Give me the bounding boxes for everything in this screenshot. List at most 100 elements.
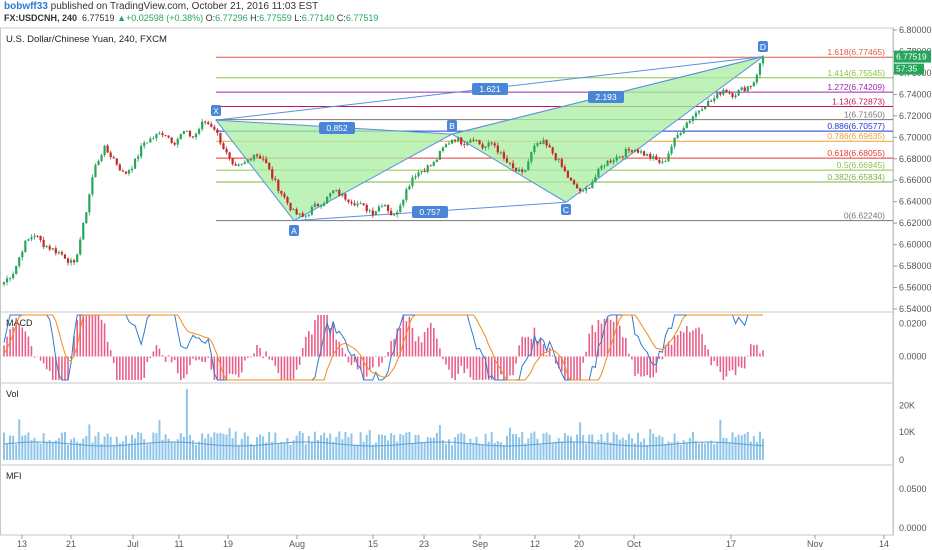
- pattern-ratio-label-bg: [319, 122, 355, 134]
- price-tick-label: 6.66000: [899, 175, 932, 185]
- fib-level-label: 1.414(6.75545): [827, 68, 885, 78]
- candle-body: [435, 159, 438, 163]
- indicator-pane-border-2: [0, 464, 894, 536]
- candle-body: [661, 161, 664, 163]
- candle-body: [103, 145, 106, 156]
- candle-body: [475, 139, 478, 141]
- candle-body: [137, 156, 140, 159]
- candle-body: [310, 207, 313, 215]
- price-tick-label: 6.74000: [899, 89, 932, 99]
- candle-body: [51, 248, 54, 250]
- pattern-ratio-label: 0.852: [326, 123, 348, 133]
- pattern-point-badge: [447, 120, 457, 131]
- candle-body: [518, 169, 521, 172]
- candle-body: [12, 273, 15, 279]
- candle-body: [298, 213, 301, 215]
- candle-body: [496, 145, 499, 153]
- candle-body: [170, 137, 173, 144]
- candle-body: [201, 121, 204, 130]
- candle-body: [722, 89, 725, 95]
- high-label: H:: [250, 13, 260, 23]
- time-tick-label: Sep: [472, 539, 488, 549]
- candle-body: [100, 155, 103, 161]
- candle-body: [569, 177, 573, 181]
- last-price-badge: 6.77519: [896, 52, 927, 62]
- time-tick-label: 19: [223, 539, 233, 549]
- candle-body: [734, 95, 737, 98]
- candle-body: [707, 100, 710, 107]
- candle-body: [377, 206, 381, 212]
- candle-body: [152, 138, 155, 139]
- candle-body: [219, 132, 222, 144]
- candle-body: [499, 152, 502, 153]
- price-tick-label: 6.70000: [899, 132, 932, 142]
- candle-body: [118, 164, 121, 171]
- candle-body: [755, 74, 759, 83]
- candle-body: [18, 257, 21, 266]
- candle-body: [39, 235, 42, 240]
- fib-level-label: 0.382(6.65834): [827, 172, 885, 182]
- candle-body: [258, 156, 262, 159]
- candle-body: [295, 209, 298, 215]
- candle-body: [655, 156, 658, 160]
- candle-body: [511, 163, 515, 169]
- candle-body: [164, 134, 167, 136]
- candle-body: [27, 239, 30, 241]
- candle-body: [615, 156, 618, 161]
- pattern-ratio-label-bg: [588, 91, 624, 103]
- candle-body: [21, 251, 24, 258]
- candles-group: [2, 55, 765, 287]
- candle-body: [514, 168, 518, 172]
- candle-body: [115, 158, 118, 165]
- candle-body: [682, 128, 685, 134]
- candle-body: [539, 143, 542, 144]
- candle-body: [450, 139, 454, 144]
- candle-body: [182, 131, 185, 134]
- candle-body: [261, 158, 265, 160]
- candle-body: [249, 159, 253, 161]
- candle-body: [213, 126, 216, 130]
- candle-body: [158, 133, 161, 135]
- candle-body: [57, 252, 60, 254]
- candle-body: [353, 203, 356, 206]
- candle-body: [432, 162, 435, 166]
- candle-body: [652, 156, 655, 159]
- candle-body: [588, 187, 591, 189]
- candle-body: [585, 187, 588, 191]
- close-value: 6.77519: [345, 13, 379, 23]
- candle-body: [255, 154, 259, 157]
- candle-body: [444, 144, 448, 148]
- candle-body: [140, 145, 143, 157]
- candle-body: [76, 254, 79, 263]
- last-price: 6.77519: [82, 13, 115, 23]
- candle-body: [603, 165, 606, 167]
- candle-body: [493, 143, 496, 146]
- macd-tick-label: 0.0000: [899, 352, 927, 362]
- publish-info: bobwff33 published on TradingView.com, O…: [4, 1, 318, 12]
- candle-body: [185, 130, 188, 132]
- pattern-triangle-bcd: [450, 56, 764, 203]
- open-value: 6.77296: [215, 13, 248, 23]
- time-tick-label: Oct: [627, 539, 642, 549]
- candle-body: [609, 160, 612, 163]
- candle-body: [731, 93, 734, 98]
- candle-body: [694, 112, 698, 117]
- candle-body: [133, 158, 137, 169]
- author-link[interactable]: bobwff33: [4, 1, 48, 12]
- candle-body: [191, 136, 195, 138]
- macd-pane-label: MACD: [6, 318, 33, 328]
- ohlc-bar: FX:USDCNH, 240 6.77519 ▲+0.02598 (+0.38%…: [4, 13, 378, 23]
- candle-body: [597, 168, 600, 178]
- candle-body: [356, 203, 359, 206]
- candle-body: [490, 142, 493, 144]
- published-text: published on TradingView.com, October 21…: [47, 1, 319, 12]
- candle-body: [670, 146, 673, 154]
- candle-body: [505, 158, 509, 163]
- candle-body: [30, 237, 33, 240]
- volume-ma-line: [3, 441, 764, 447]
- candle-body: [207, 122, 210, 125]
- candle-body: [280, 190, 283, 194]
- time-tick-label: 23: [419, 539, 429, 549]
- signal-line: [3, 314, 763, 381]
